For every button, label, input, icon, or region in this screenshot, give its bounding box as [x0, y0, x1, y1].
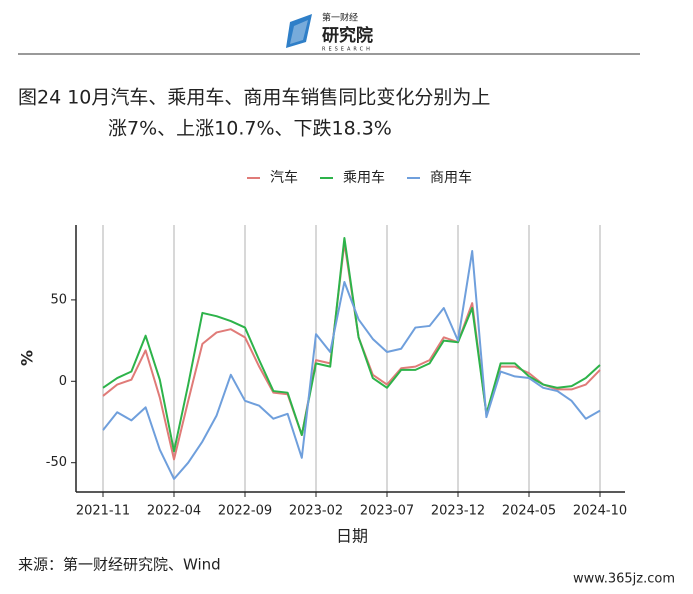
series-line [102, 237, 601, 453]
source: 来源：第一财经研究院、Wind [18, 556, 221, 574]
series-line [102, 241, 601, 461]
x-tick-label: 2023-07 [360, 504, 414, 519]
legend-label: 商用车 [430, 169, 472, 186]
series-line [102, 250, 601, 480]
brand: 第一财经 [322, 12, 358, 24]
x-tick-label: 2024-10 [573, 504, 627, 519]
x-tick-label: 2023-12 [431, 504, 485, 519]
x-tick-label: 2024-05 [502, 504, 556, 519]
brand-sub: RESEARCH [322, 47, 373, 53]
x-tick-label: 2022-09 [218, 504, 272, 519]
x-tick-label: 2023-02 [289, 504, 343, 519]
y-tick-label: 0 [59, 374, 67, 389]
watermark: www.365jz.com [573, 572, 675, 587]
y-axis-label: % [18, 350, 37, 366]
title-line: 涨7%、上涨10.7%、下跌18.3% [108, 118, 392, 140]
logo-icon-highlight [290, 20, 308, 44]
legend-label: 汽车 [270, 169, 298, 186]
x-tick-label: 2022-04 [147, 504, 201, 519]
title-line: 图24 10月汽车、乘用车、商用车销售同比变化分别为上 [18, 87, 490, 109]
brand-name: 研究院 [322, 25, 373, 46]
y-tick-label: 50 [50, 292, 67, 307]
y-tick-label: -50 [46, 455, 67, 470]
legend-label: 乘用车 [343, 169, 385, 186]
logo-icon [286, 14, 312, 48]
watermark-bg [555, 566, 693, 590]
x-tick-label: 2021-11 [76, 504, 130, 519]
x-axis-label: 日期 [336, 527, 368, 546]
